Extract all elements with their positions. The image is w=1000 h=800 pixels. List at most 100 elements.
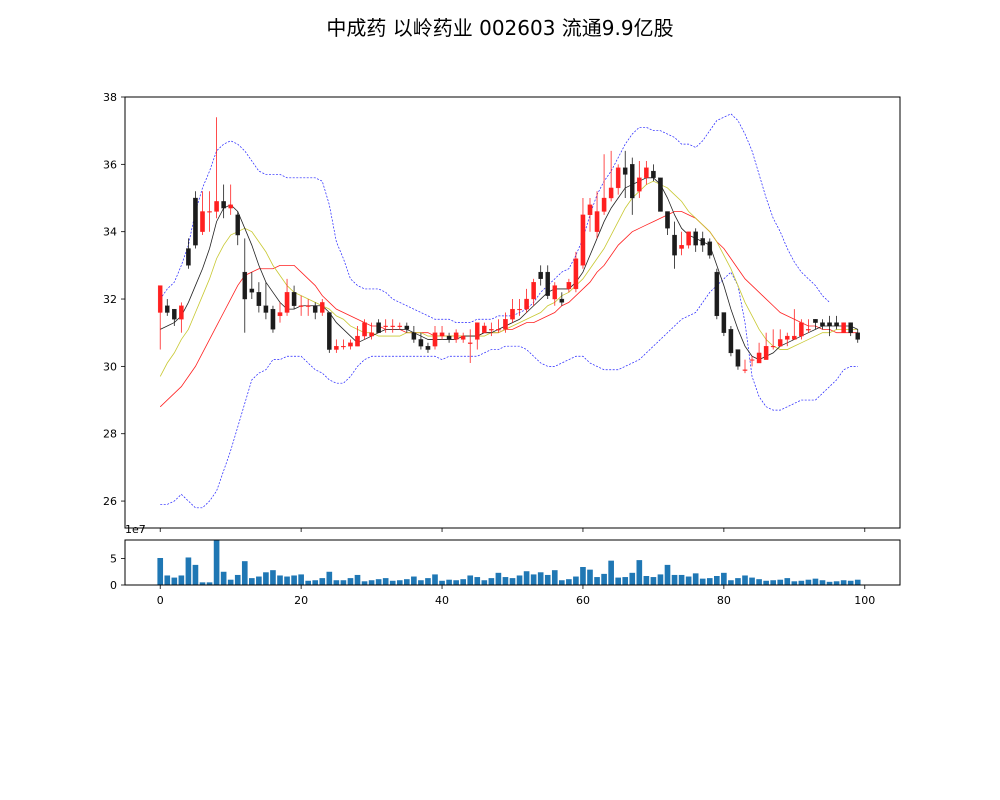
candle-body: [651, 170, 656, 178]
candle-body: [615, 167, 621, 189]
candle-body: [763, 346, 769, 360]
volume-bar: [263, 572, 269, 585]
lower-band-line: [160, 271, 858, 509]
candle-body: [834, 322, 839, 327]
candle-body: [482, 325, 487, 333]
candle-body: [284, 292, 290, 313]
x-tick-label: 40: [435, 594, 449, 607]
candle-body: [573, 258, 579, 290]
candle-body: [524, 298, 529, 310]
candle-body: [242, 271, 248, 300]
candle-body: [799, 322, 804, 337]
candle-body: [672, 234, 677, 256]
volume-y-tick-label: 0: [110, 579, 117, 592]
volume-bar: [284, 576, 290, 585]
candle-body: [580, 214, 586, 266]
candle-body: [503, 319, 508, 330]
x-tick-label: 20: [294, 594, 308, 607]
volume-bar: [749, 577, 755, 585]
candle-body: [679, 245, 684, 249]
volume-bar: [587, 569, 593, 585]
price-y-tick-label: 28: [103, 428, 117, 441]
volume-bar: [270, 570, 276, 585]
volume-bar: [706, 578, 713, 585]
candle-body: [383, 325, 388, 327]
volume-bar: [594, 577, 600, 585]
volume-bar: [742, 575, 748, 585]
candle-body: [376, 322, 381, 333]
candle-body: [475, 322, 480, 340]
moving-average-20-line: [159, 211, 858, 408]
candle-body: [806, 329, 811, 331]
candle-body: [186, 248, 191, 266]
volume-bar: [396, 580, 403, 585]
volume-bar: [509, 578, 516, 585]
candle-body: [362, 322, 367, 337]
volume-bar: [326, 571, 333, 585]
candle-body: [327, 312, 332, 350]
volume-bar: [735, 578, 741, 585]
candle-body: [841, 322, 846, 333]
candle-body: [545, 271, 550, 296]
candle-body: [460, 335, 466, 340]
volume-bar: [530, 574, 537, 585]
candle-body: [693, 231, 698, 246]
x-tick-label: 100: [854, 594, 875, 607]
candle-body: [263, 305, 269, 313]
volume-bar: [213, 540, 220, 585]
volume-bar: [241, 561, 248, 585]
volume-bar: [544, 574, 551, 585]
candle-body: [531, 282, 536, 300]
candle-body: [320, 302, 325, 313]
candle-body: [312, 305, 318, 313]
candle-body: [594, 211, 600, 232]
moving-average-10-line: [159, 180, 858, 377]
volume-bar: [833, 581, 840, 585]
volume-bar: [516, 575, 523, 585]
volume-bar: [502, 577, 509, 585]
volume-bar: [692, 573, 699, 585]
price-y-tick-label: 26: [103, 495, 117, 508]
volume-bar: [650, 577, 657, 585]
candle-body: [510, 308, 515, 320]
candle-body: [270, 308, 276, 330]
volume-bar: [291, 575, 297, 585]
volume-bar: [389, 580, 396, 585]
volume-bar: [714, 576, 720, 585]
volume-bar: [615, 577, 621, 585]
volume-bar: [636, 560, 643, 585]
price-panel-frame: [124, 96, 901, 529]
candle-body: [792, 335, 797, 340]
volume-bar: [312, 580, 319, 585]
volume-bar: [227, 579, 234, 585]
volume-bar: [375, 579, 382, 585]
volume-bar: [340, 580, 347, 585]
x-tick-label: 80: [717, 594, 731, 607]
volume-bar: [354, 574, 361, 585]
volume-bar: [551, 570, 558, 585]
candle-body: [341, 346, 346, 348]
candle-body: [467, 342, 473, 344]
volume-bar: [770, 580, 776, 585]
candle-body: [397, 325, 403, 327]
candle-body: [411, 332, 417, 340]
candle-body: [587, 204, 593, 216]
candle-body: [179, 305, 184, 320]
candle-body: [298, 305, 304, 307]
volume-bar: [298, 574, 304, 585]
volume-bar: [425, 578, 431, 585]
candle-body: [228, 204, 233, 209]
candle-body: [777, 339, 783, 347]
volume-bar: [404, 579, 410, 585]
candle-body: [390, 325, 395, 327]
candle-body: [714, 271, 720, 317]
volume-bar: [192, 564, 199, 585]
volume-bar: [608, 560, 614, 585]
volume-bar: [361, 581, 368, 585]
volume-bar: [728, 580, 734, 585]
candle-body: [770, 346, 776, 348]
candle-body: [221, 201, 226, 209]
candle-body: [200, 211, 205, 232]
candle-body: [517, 308, 522, 311]
candle-body: [538, 271, 543, 279]
